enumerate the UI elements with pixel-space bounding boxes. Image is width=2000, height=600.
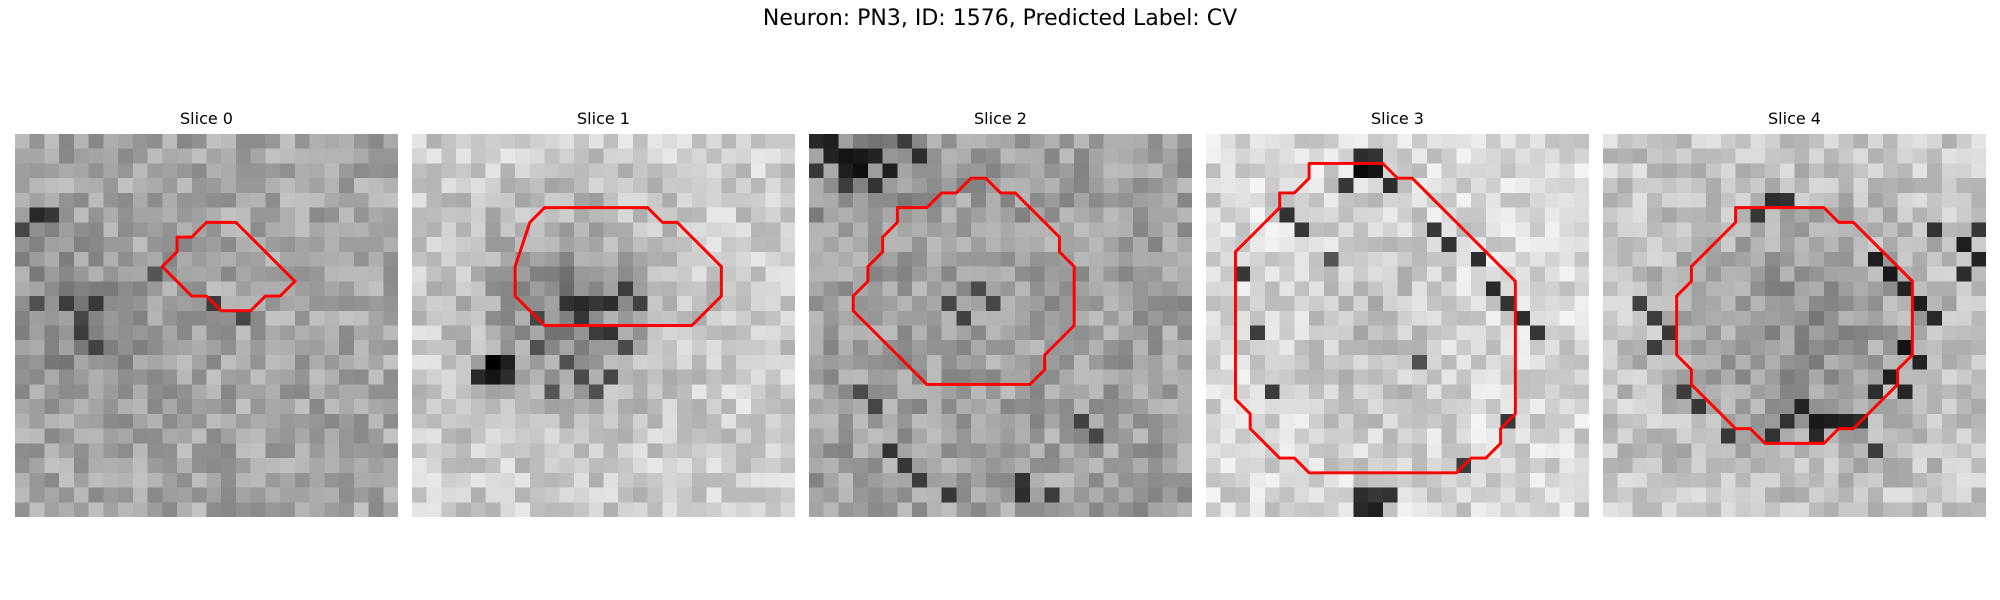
slice-title-0: Slice 0: [180, 109, 233, 128]
slice-image-2: [809, 134, 1192, 517]
slice-panel-2: Slice 2: [809, 108, 1192, 517]
slice-image-1: [412, 134, 795, 517]
slice-title-3: Slice 3: [1371, 109, 1424, 128]
roi-contour-2: [851, 176, 1076, 386]
slice-title-1: Slice 1: [577, 109, 630, 128]
roi-contour-0: [160, 220, 297, 313]
slice-image-3: [1206, 134, 1589, 517]
slice-title-4: Slice 4: [1768, 109, 1821, 128]
slice-title-2: Slice 2: [974, 109, 1027, 128]
slice-panel-4: Slice 4: [1603, 108, 1986, 517]
figure-title: Neuron: PN3, ID: 1576, Predicted Label: …: [762, 6, 1238, 31]
roi-contour-1: [513, 206, 723, 327]
slice-image-4: [1603, 134, 1986, 517]
slice-panel-1: Slice 1: [412, 108, 795, 517]
slice-panel-0: Slice 0: [15, 108, 398, 517]
roi-contour-4: [1675, 206, 1914, 445]
slice-image-0: [15, 134, 398, 517]
slice-panel-3: Slice 3: [1206, 108, 1589, 517]
roi-contour-3: [1233, 161, 1517, 475]
